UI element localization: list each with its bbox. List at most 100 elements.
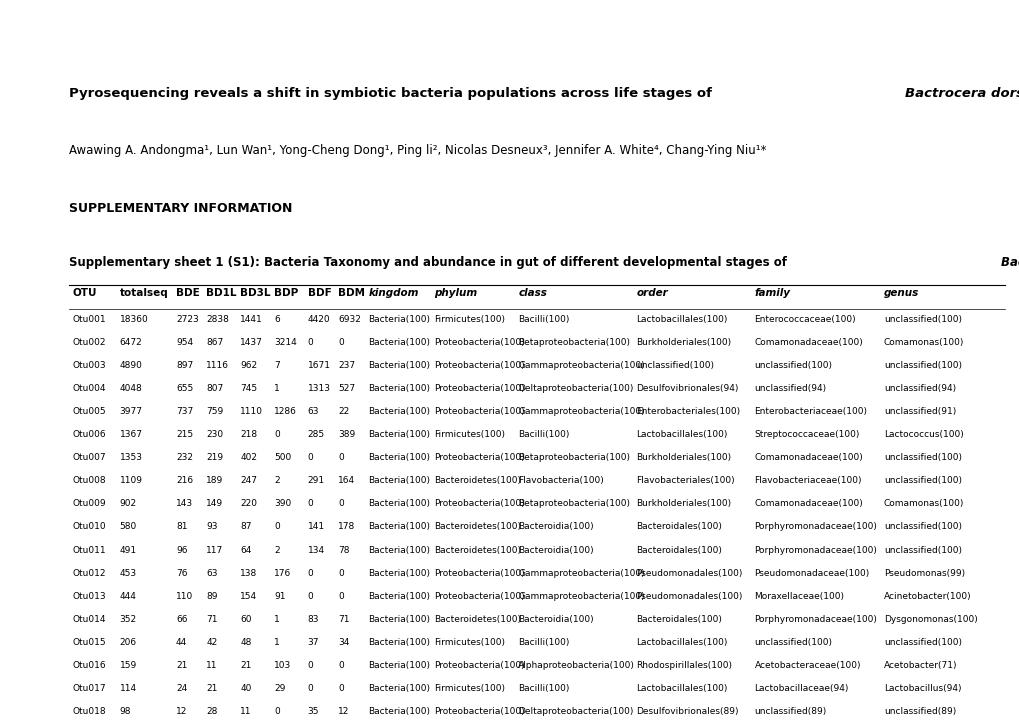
Text: 897: 897 (176, 361, 193, 370)
Text: Streptococcaceae(100): Streptococcaceae(100) (754, 430, 859, 439)
Text: unclassified(100): unclassified(100) (883, 454, 961, 462)
Text: 21: 21 (176, 661, 187, 670)
Text: unclassified(94): unclassified(94) (754, 384, 825, 393)
Text: Otu012: Otu012 (72, 569, 106, 578)
Text: Awawing A. Andongma¹, Lun Wan¹, Yong-Cheng Dong¹, Ping li², Nicolas Desneux³, Je: Awawing A. Andongma¹, Lun Wan¹, Yong-Che… (69, 144, 766, 157)
Text: 21: 21 (239, 661, 252, 670)
Text: Bacteria(100): Bacteria(100) (368, 523, 430, 531)
Text: Bacteria(100): Bacteria(100) (368, 569, 430, 578)
Text: 4890: 4890 (119, 361, 143, 370)
Text: Bacilli(100): Bacilli(100) (518, 684, 569, 693)
Text: 0: 0 (337, 569, 343, 578)
Text: 737: 737 (176, 407, 193, 416)
Text: BDP: BDP (274, 288, 298, 298)
Text: Comamonadaceae(100): Comamonadaceae(100) (754, 338, 862, 347)
Text: Proteobacteria(100): Proteobacteria(100) (433, 384, 524, 393)
Text: 1441: 1441 (239, 315, 263, 324)
Text: 164: 164 (337, 477, 355, 485)
Text: Bactrocera dorsalis: Bactrocera dorsalis (1001, 256, 1019, 269)
Text: Otu003: Otu003 (72, 361, 106, 370)
Text: 18360: 18360 (119, 315, 149, 324)
Text: 6: 6 (274, 315, 279, 324)
Text: Lactobacillales(100): Lactobacillales(100) (636, 638, 727, 647)
Text: Bacteria(100): Bacteria(100) (368, 661, 430, 670)
Text: Lactobacillus(94): Lactobacillus(94) (883, 684, 961, 693)
Text: Bacilli(100): Bacilli(100) (518, 430, 569, 439)
Text: 220: 220 (239, 500, 257, 508)
Text: Flavobacteria(100): Flavobacteria(100) (518, 477, 603, 485)
Text: 0: 0 (274, 707, 279, 716)
Text: Bacteria(100): Bacteria(100) (368, 384, 430, 393)
Text: SUPPLEMENTARY INFORMATION: SUPPLEMENTARY INFORMATION (69, 202, 292, 215)
Text: 178: 178 (337, 523, 355, 531)
Text: Lactobacillales(100): Lactobacillales(100) (636, 315, 727, 324)
Text: Proteobacteria(100): Proteobacteria(100) (433, 592, 524, 601)
Text: 176: 176 (274, 569, 290, 578)
Text: Otu018: Otu018 (72, 707, 106, 716)
Text: 60: 60 (239, 615, 252, 624)
Text: 390: 390 (274, 500, 290, 508)
Text: unclassified(100): unclassified(100) (883, 361, 961, 370)
Text: 491: 491 (119, 546, 137, 554)
Text: 189: 189 (206, 477, 223, 485)
Text: 37: 37 (308, 638, 319, 647)
Text: Otu017: Otu017 (72, 684, 106, 693)
Text: 1110: 1110 (239, 407, 263, 416)
Text: 149: 149 (206, 500, 223, 508)
Text: 44: 44 (176, 638, 187, 647)
Text: 215: 215 (176, 430, 193, 439)
Text: unclassified(100): unclassified(100) (883, 546, 961, 554)
Text: Flavobacteriales(100): Flavobacteriales(100) (636, 477, 735, 485)
Text: 219: 219 (206, 454, 223, 462)
Text: Bacteria(100): Bacteria(100) (368, 707, 430, 716)
Text: Lactobacillales(100): Lactobacillales(100) (636, 684, 727, 693)
Text: 93: 93 (206, 523, 218, 531)
Text: Rhodospirillales(100): Rhodospirillales(100) (636, 661, 732, 670)
Text: Desulfovibrionales(94): Desulfovibrionales(94) (636, 384, 738, 393)
Text: 237: 237 (337, 361, 355, 370)
Text: 444: 444 (119, 592, 137, 601)
Text: Firmicutes(100): Firmicutes(100) (433, 315, 504, 324)
Text: Comamonadaceae(100): Comamonadaceae(100) (754, 454, 862, 462)
Text: Bacteria(100): Bacteria(100) (368, 638, 430, 647)
Text: Proteobacteria(100): Proteobacteria(100) (433, 569, 524, 578)
Text: 745: 745 (239, 384, 257, 393)
Text: unclassified(100): unclassified(100) (883, 477, 961, 485)
Text: 216: 216 (176, 477, 193, 485)
Text: Proteobacteria(100): Proteobacteria(100) (433, 454, 524, 462)
Text: 0: 0 (337, 338, 343, 347)
Text: Bacteroidetes(100): Bacteroidetes(100) (433, 523, 521, 531)
Text: Bacteria(100): Bacteria(100) (368, 477, 430, 485)
Text: Gammaproteobacteria(100): Gammaproteobacteria(100) (518, 361, 644, 370)
Text: unclassified(100): unclassified(100) (636, 361, 713, 370)
Text: Firmicutes(100): Firmicutes(100) (433, 684, 504, 693)
Text: 24: 24 (176, 684, 187, 693)
Text: 3977: 3977 (119, 407, 143, 416)
Text: 1353: 1353 (119, 454, 143, 462)
Text: 117: 117 (206, 546, 223, 554)
Text: 6472: 6472 (119, 338, 143, 347)
Text: 291: 291 (308, 477, 324, 485)
Text: unclassified(100): unclassified(100) (883, 315, 961, 324)
Text: Otu014: Otu014 (72, 615, 106, 624)
Text: 352: 352 (119, 615, 137, 624)
Text: 1367: 1367 (119, 430, 143, 439)
Text: 962: 962 (239, 361, 257, 370)
Text: 0: 0 (308, 684, 313, 693)
Text: Deltaproteobacteria(100): Deltaproteobacteria(100) (518, 707, 633, 716)
Text: Bacteria(100): Bacteria(100) (368, 338, 430, 347)
Text: Proteobacteria(100): Proteobacteria(100) (433, 661, 524, 670)
Text: Bacteria(100): Bacteria(100) (368, 361, 430, 370)
Text: 48: 48 (239, 638, 252, 647)
Text: 159: 159 (119, 661, 137, 670)
Text: Bacteroidetes(100): Bacteroidetes(100) (433, 615, 521, 624)
Text: 64: 64 (239, 546, 252, 554)
Text: 63: 63 (206, 569, 218, 578)
Text: Bacteroidetes(100): Bacteroidetes(100) (433, 546, 521, 554)
Text: BDF: BDF (308, 288, 331, 298)
Text: 206: 206 (119, 638, 137, 647)
Text: 87: 87 (239, 523, 252, 531)
Text: Bacteroidetes(100): Bacteroidetes(100) (433, 477, 521, 485)
Text: Firmicutes(100): Firmicutes(100) (433, 638, 504, 647)
Text: Porphyromonadaceae(100): Porphyromonadaceae(100) (754, 523, 876, 531)
